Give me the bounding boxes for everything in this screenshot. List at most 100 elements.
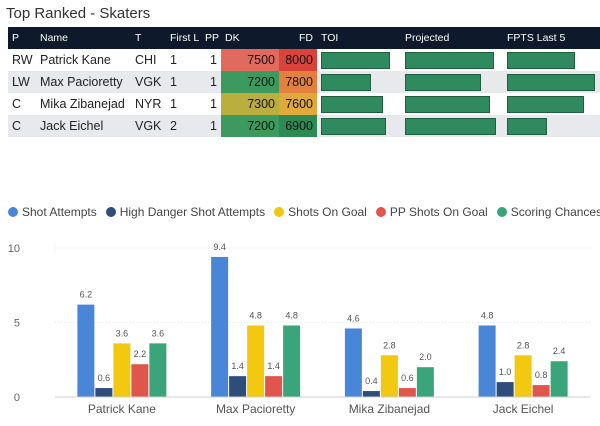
fpts-last5-bar-cell — [503, 93, 600, 115]
cell-dk-salary: 7500 — [221, 49, 279, 71]
col-header-first-line[interactable]: First L — [166, 27, 201, 49]
cell-fd-salary: 8000 — [279, 49, 317, 71]
cell-dk-salary: 7200 — [221, 71, 279, 93]
fpts-last5-bar-cell — [503, 49, 600, 71]
cell-pos: C — [8, 115, 36, 137]
cell-first-line: 1 — [166, 49, 201, 71]
legend-dot-icon — [496, 207, 507, 217]
bar[interactable] — [265, 376, 283, 397]
x-category-label: Max Pacioretty — [216, 402, 295, 416]
legend-label: High Danger Shot Attempts — [119, 205, 266, 219]
cell-dk-salary: 7300 — [221, 93, 279, 115]
col-header-projected[interactable]: Projected — [401, 27, 503, 49]
bar[interactable] — [416, 367, 434, 397]
bar-value-label: 4.8 — [285, 310, 298, 320]
col-header-name[interactable]: Name — [36, 27, 131, 49]
bar[interactable] — [77, 304, 95, 397]
toi-bar — [321, 117, 387, 135]
cell-fd-salary: 6900 — [279, 115, 317, 137]
legend-item[interactable]: Scoring Chances — [496, 205, 600, 219]
bar-value-label: 0.6 — [98, 373, 111, 383]
bar[interactable] — [532, 385, 550, 397]
table-row[interactable]: RW Patrick Kane CHI 1 1 7500 8000 — [8, 49, 600, 71]
bar-value-label: 6.2 — [80, 290, 93, 300]
legend-item[interactable]: Shot Attempts — [8, 205, 97, 219]
bar[interactable] — [478, 325, 496, 397]
bar-value-label: 0.4 — [365, 376, 378, 386]
legend-item[interactable]: Shots On Goal — [274, 205, 367, 219]
legend-dot-icon — [8, 207, 18, 217]
toi-bar — [321, 73, 372, 91]
bar-value-label: 2.8 — [383, 340, 396, 350]
bar[interactable] — [283, 325, 301, 397]
bar[interactable] — [496, 382, 514, 397]
col-header-pos[interactable]: P — [8, 27, 36, 49]
bar[interactable] — [113, 343, 131, 397]
col-header-pp[interactable]: PP — [201, 27, 221, 49]
legend-label: Shots On Goal — [288, 205, 367, 219]
y-tick-label: 10 — [8, 243, 20, 255]
cell-first-line: 1 — [166, 93, 201, 115]
cell-name: Mika Zibanejad — [36, 93, 131, 115]
cell-pp: 1 — [201, 71, 221, 93]
cell-pos: C — [8, 93, 36, 115]
bar[interactable] — [149, 343, 167, 397]
projected-bar — [405, 117, 497, 135]
projected-bar-cell — [401, 49, 503, 71]
bar-value-label: 2.2 — [134, 349, 147, 359]
bar[interactable] — [229, 376, 247, 397]
legend-label: Scoring Chances — [510, 205, 600, 219]
col-header-dk[interactable]: DK — [221, 27, 279, 49]
shot-stats-chart: Shot Attempts High Danger Shot Attempts Sh… — [0, 200, 600, 426]
fpts-last5-bar-cell — [503, 115, 600, 137]
bar[interactable] — [514, 355, 532, 397]
col-header-fd[interactable]: FD — [279, 27, 317, 49]
bar-value-label: 1.4 — [267, 361, 280, 371]
bar-value-label: 2.8 — [517, 340, 530, 350]
bar[interactable] — [95, 388, 113, 397]
projected-bar-cell — [401, 71, 503, 93]
bar[interactable] — [550, 361, 568, 397]
projected-bar-cell — [401, 115, 503, 137]
cell-name: Max Pacioretty — [36, 71, 131, 93]
legend-item[interactable]: High Danger Shot Attempts — [105, 205, 266, 219]
cell-pp: 1 — [201, 93, 221, 115]
x-category-label: Mika Zibanejad — [349, 402, 430, 416]
cell-fd-salary: 7600 — [279, 93, 317, 115]
bar[interactable] — [380, 355, 398, 397]
col-header-fpts-last5[interactable]: FPTS Last 5 — [503, 27, 600, 49]
table-row[interactable]: C Mika Zibanejad NYR 1 1 7300 7600 — [8, 93, 600, 115]
x-category-label: Jack Eichel — [493, 402, 554, 416]
bar[interactable] — [344, 328, 362, 397]
cell-first-line: 1 — [166, 71, 201, 93]
bar-value-label: 0.8 — [535, 370, 548, 380]
cell-name: Jack Eichel — [36, 115, 131, 137]
bar-value-label: 0.6 — [401, 373, 414, 383]
toi-bar — [321, 95, 383, 113]
legend-item[interactable]: PP Shots On Goal — [375, 205, 488, 219]
bar[interactable] — [398, 388, 416, 397]
bar-value-label: 1.0 — [499, 367, 512, 377]
cell-dk-salary: 7200 — [221, 115, 279, 137]
toi-bar-cell — [317, 49, 401, 71]
fpts-last5-bar-cell — [503, 71, 600, 93]
col-header-toi[interactable]: TOI — [317, 27, 401, 49]
bar-value-label: 2.4 — [553, 346, 566, 356]
table-row[interactable]: C Jack Eichel VGK 2 1 7200 6900 — [8, 115, 600, 137]
bar[interactable] — [211, 256, 229, 397]
table-header-row: P Name T First L PP DK FD TOI Projected … — [8, 27, 600, 49]
chart-plot: 0 5 10 6.2 0.6 3.6 2.2 3.6 Patrick Kane 9.4 1.4 4.8… — [8, 242, 590, 416]
bar-value-label: 9.4 — [213, 242, 226, 252]
bar[interactable] — [131, 364, 149, 397]
bar[interactable] — [362, 391, 380, 397]
table-row[interactable]: LW Max Pacioretty VGK 1 1 7200 7800 — [8, 71, 600, 93]
chart-legend: Shot Attempts High Danger Shot Attempts Sh… — [8, 205, 600, 219]
toi-bar-cell — [317, 115, 401, 137]
cell-team: CHI — [131, 49, 166, 71]
page-title: Top Ranked - Skaters — [6, 5, 151, 22]
bar-value-label: 1.4 — [231, 361, 244, 371]
bar[interactable] — [247, 325, 265, 397]
projected-bar — [405, 73, 481, 91]
col-header-team[interactable]: T — [131, 27, 166, 49]
projected-bar — [405, 51, 495, 69]
